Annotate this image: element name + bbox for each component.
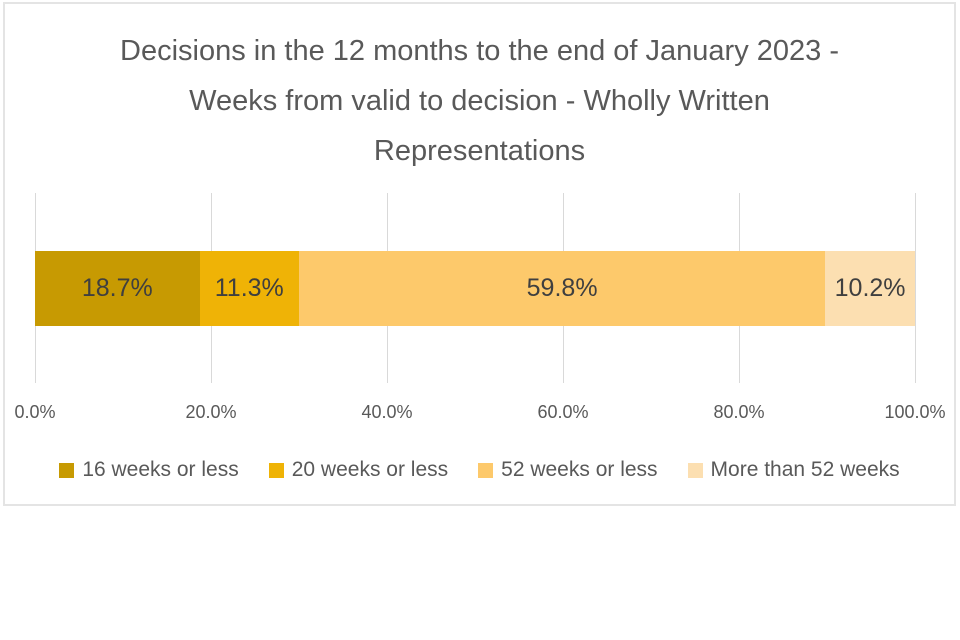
x-axis-tick-label: 20.0%	[185, 402, 237, 422]
stacked-bar: 18.7% 11.3% 59.8% 10.2%	[35, 251, 915, 326]
x-axis-tick-label: 40.0%	[361, 402, 413, 422]
gridline-100.0%	[915, 193, 916, 383]
bar-segment: 10.2%	[825, 251, 915, 326]
chart-title-line-2: Weeks from valid to decision - Wholly Wr…	[189, 85, 770, 117]
legend-label: 20 weeks or less	[291, 458, 449, 481]
legend-label: More than 52 weeks	[710, 458, 900, 481]
bar-segment: 18.7%	[35, 251, 200, 326]
legend-swatch-icon	[268, 462, 284, 478]
bar-segment-data-label: 18.7%	[81, 274, 153, 302]
bar-segment-data-label: 10.2%	[834, 274, 906, 302]
plot-area: 18.7% 11.3% 59.8% 10.2%	[35, 193, 916, 383]
x-axis-tick-label: 0.0%	[14, 402, 56, 422]
legend-item: 52 weeks or less	[478, 458, 658, 482]
bar-segment: 59.8%	[298, 251, 826, 326]
bar-segment-data-label: 59.8%	[526, 274, 598, 302]
legend: 16 weeks or less 20 weeks or less 52 weeks…	[5, 458, 954, 482]
x-axis: 0.0% 20.0% 40.0% 60.0% 80.0% 100.0%	[14, 402, 945, 426]
bar-segment-data-label: 11.3%	[214, 274, 284, 302]
legend-swatch-icon	[59, 462, 75, 478]
legend-swatch-icon	[687, 462, 703, 478]
legend-item: 20 weeks or less	[268, 458, 449, 482]
chart-title-line-3: Representations	[373, 135, 586, 167]
x-axis-tick-label: 80.0%	[713, 402, 765, 422]
chart-card: Decisions in the 12 months to the end of…	[3, 2, 956, 506]
chart-title: Decisions in the 12 months to the end of…	[5, 26, 954, 176]
bar-segment: 11.3%	[199, 251, 299, 326]
x-axis-tick-label: 60.0%	[537, 402, 589, 422]
legend-label: 52 weeks or less	[501, 458, 658, 481]
x-axis-tick-label: 100.0%	[884, 402, 946, 422]
legend-label: 16 weeks or less	[82, 458, 239, 481]
chart-title-line-1: Decisions in the 12 months to the end of…	[120, 35, 839, 67]
legend-swatch-icon	[478, 462, 494, 478]
legend-item: 16 weeks or less	[59, 458, 239, 482]
legend-item: More than 52 weeks	[687, 458, 900, 482]
